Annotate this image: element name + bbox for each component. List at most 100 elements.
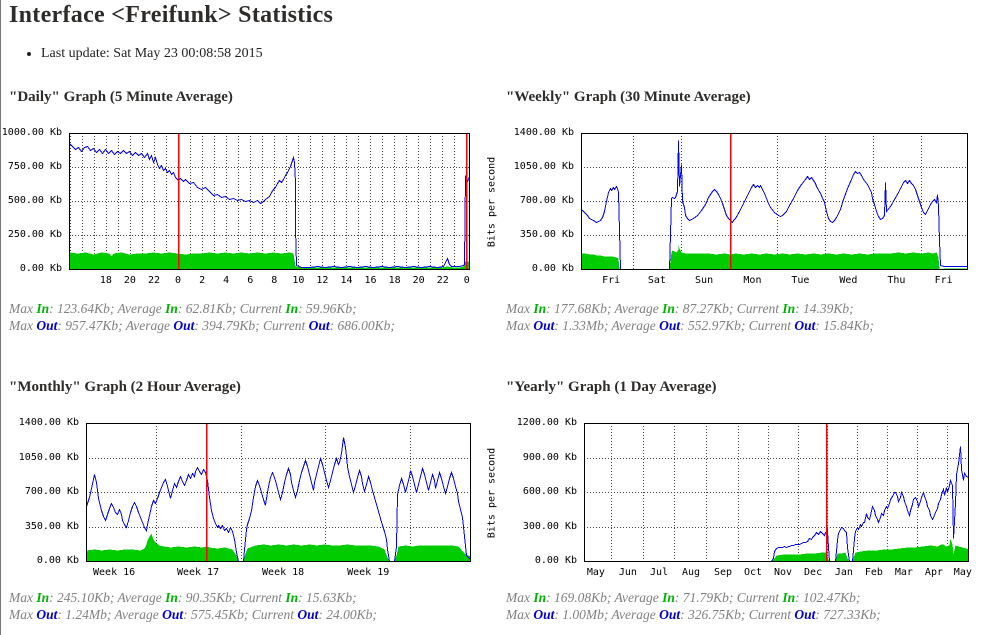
monthly-y-tick-label: 1050.00 Kb: [18, 451, 79, 463]
in-label: In: [662, 301, 675, 316]
yearly-x-tick-label: Mar: [894, 567, 913, 578]
weekly-x-tick-label: Fri: [602, 275, 621, 286]
in-label: In: [533, 590, 547, 605]
page-title: Interface <Freifunk> Statistics: [9, 2, 334, 28]
in-label: In: [782, 301, 796, 316]
daily-x-tick-label: 10: [292, 275, 305, 286]
out-label: Out: [659, 318, 681, 333]
daily-y-tick-label: 250.00 Kb: [7, 229, 62, 240]
update-list: Last update: Sat May 23 00:08:58 2015: [25, 46, 263, 62]
weekly-graph-stats: Max In: 177.68Kb; Average In: 87.27Kb; C…: [506, 300, 986, 334]
in-label: In: [533, 301, 547, 316]
daily-plot: [69, 133, 470, 270]
daily-x-tick-label: 0: [175, 275, 182, 286]
weekly-graph-image: Bits per second 1400.00 Kb 1050.00 Kb 700.…: [484, 126, 990, 298]
daily-graph-stats: Max In: 123.64Kb; Average In: 62.81Kb; C…: [9, 300, 489, 334]
in-label: In: [285, 301, 299, 316]
weekly-y-tick-label: 350.00 Kb: [519, 229, 574, 240]
yearly-plot: [584, 423, 969, 562]
weekly-plot: [581, 133, 968, 270]
daily-stats-in-line: Max In: 123.64Kb; Average In: 62.81Kb; C…: [9, 301, 357, 316]
weekly-stats-in-line: Max In: 177.68Kb; Average In: 87.27Kb; C…: [506, 301, 854, 316]
weekly-x-tick-label: Tue: [791, 275, 810, 286]
daily-x-tick-label: 8: [271, 275, 278, 286]
out-label: Out: [173, 318, 195, 333]
monthly-x-tick-label: Week 17: [176, 567, 220, 578]
yearly-x-tick-label: Jul: [650, 567, 669, 578]
weekly-x-tick-label: Fri: [934, 275, 953, 286]
yearly-graph-stats: Max In: 169.08Kb; Average In: 71.79Kb; C…: [506, 589, 986, 623]
daily-x-tick-label: 12: [316, 275, 329, 286]
daily-y-tick-label: 0.00 Kb: [19, 263, 62, 274]
out-label: Out: [297, 607, 319, 622]
daily-x-tick-label: 14: [340, 275, 353, 286]
weekly-graph-heading: "Weekly" Graph (30 Minute Average): [506, 89, 751, 105]
yearly-x-tick-label: May: [586, 567, 605, 578]
daily-x-tick-label: 4: [223, 275, 230, 286]
weekly-x-tick-label: Sun: [695, 275, 714, 286]
monthly-y-tick-label: 350.00 Kb: [24, 520, 79, 532]
out-label: Out: [36, 607, 58, 622]
yearly-y-tick-label: 900.00 Kb: [522, 451, 577, 463]
weekly-x-tick-label: Sat: [647, 275, 666, 286]
weekly-x-tick-label: Wed: [839, 275, 858, 286]
yearly-x-tick-label: Oct: [743, 567, 763, 578]
out-label: Out: [308, 318, 330, 333]
yearly-y-tick-label: 1200.00 Kb: [516, 417, 577, 428]
in-label: In: [782, 590, 796, 605]
weekly-y-tick-label: 700.00 Kb: [519, 195, 574, 206]
monthly-x-tick-label: Week 18: [262, 567, 305, 578]
out-label: Out: [162, 607, 184, 622]
daily-y-tick-label: 500.00 Kb: [7, 195, 62, 206]
monthly-y-tick-label: 1400.00 Kb: [18, 417, 79, 428]
out-label: Out: [533, 607, 555, 622]
weekly-x-tick-label: Thu: [887, 275, 906, 286]
daily-x-tick-label: 16: [364, 275, 377, 286]
daily-x-tick-label: 18: [99, 275, 112, 286]
daily-x-tick-label: 2: [199, 275, 206, 286]
in-label: In: [165, 301, 178, 316]
monthly-stats-out-line: Max Out: 1.24Mb; Average Out: 575.45Kb; …: [9, 607, 377, 622]
yearly-stats-in-line: Max In: 169.08Kb; Average In: 71.79Kb; C…: [506, 590, 861, 605]
weekly-x-tick-label: Mon: [743, 275, 762, 286]
monthly-graph-stats: Max In: 245.10Kb; Average In: 90.35Kb; C…: [9, 589, 489, 623]
yearly-x-tick-label: Nov: [774, 567, 793, 578]
yearly-x-tick-label: May: [953, 567, 972, 578]
yearly-y-tick-label: 0.00 Kb: [534, 555, 577, 566]
daily-x-tick-label: 20: [412, 275, 425, 286]
yearly-x-tick-label: Jan: [834, 567, 853, 578]
monthly-y-tick-label: 700.00 Kb: [24, 486, 79, 497]
daily-x-tick-label: 20: [123, 275, 136, 286]
weekly-y-tick-label: 0.00 Kb: [531, 263, 574, 274]
out-label: Out: [794, 318, 816, 333]
in-label: In: [36, 590, 50, 605]
in-label: In: [165, 590, 178, 605]
in-label: In: [662, 590, 675, 605]
yearly-x-tick-label: Sep: [713, 567, 733, 578]
daily-x-tick-label: 18: [388, 275, 401, 286]
yearly-graph-image: Bits per second 1200.00 Kb 900.00 Kb 600.0…: [484, 416, 990, 590]
yearly-x-tick-label: Aug: [681, 567, 701, 578]
yearly-y-tick-label: 300.00 Kb: [522, 520, 577, 532]
weekly-y-tick-label: 1050.00 Kb: [513, 161, 574, 172]
daily-x-tick-label: 22: [147, 275, 161, 286]
weekly-y-tick-label: 1400.00 Kb: [513, 127, 574, 138]
weekly-stats-out-line: Max Out: 1.33Mb; Average Out: 552.97Kb; …: [506, 318, 874, 333]
daily-y-tick-label: 750.00 Kb: [7, 161, 62, 172]
monthly-stats-in-line: Max In: 245.10Kb; Average In: 90.35Kb; C…: [9, 590, 357, 605]
monthly-x-tick-label: Week 16: [93, 567, 136, 578]
out-label: Out: [794, 607, 816, 622]
yearly-x-tick-label: Jun: [618, 567, 637, 578]
last-update: Last update: Sat May 23 00:08:58 2015: [41, 46, 263, 62]
yearly-graph-heading: "Yearly" Graph (1 Day Average): [506, 379, 717, 395]
in-label: In: [36, 301, 50, 316]
daily-x-tick-label: 22: [436, 275, 449, 286]
out-label: Out: [659, 607, 681, 622]
daily-stats-out-line: Max Out: 957.47Kb; Average Out: 394.79Kb…: [9, 318, 395, 333]
yearly-stats-out-line: Max Out: 1.00Mb; Average Out: 326.75Kb; …: [506, 607, 881, 622]
yearly-y-tick-label: 600.00 Kb: [522, 486, 577, 497]
yearly-x-tick-label: Apr: [924, 567, 943, 578]
